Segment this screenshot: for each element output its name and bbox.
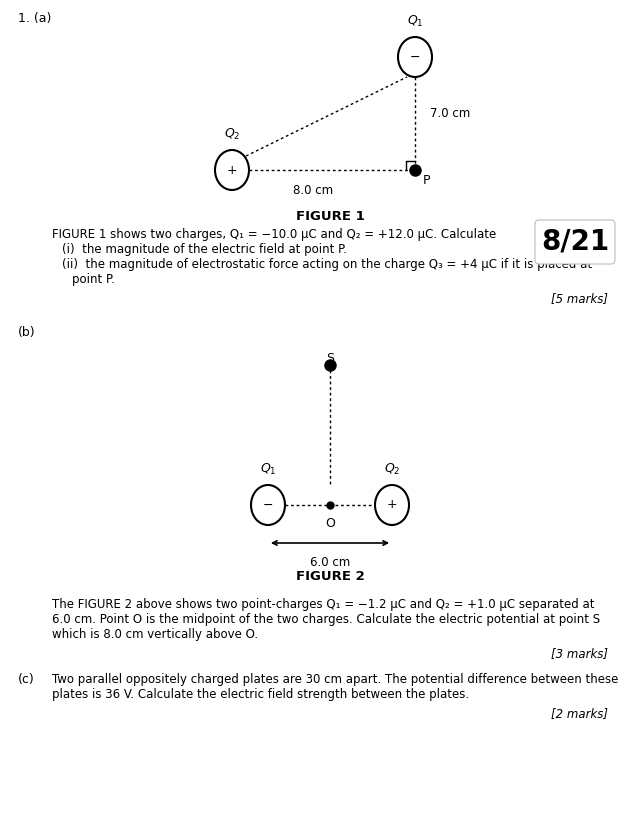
Text: plates is 36 V. Calculate the electric field strength between the plates.: plates is 36 V. Calculate the electric f… bbox=[52, 688, 469, 701]
Text: (b): (b) bbox=[18, 326, 36, 339]
Text: $Q_1$: $Q_1$ bbox=[260, 462, 276, 477]
Text: [3 marks]: [3 marks] bbox=[551, 647, 608, 660]
Text: The FIGURE 2 above shows two point-charges Q₁ = −1.2 μC and Q₂ = +1.0 μC separat: The FIGURE 2 above shows two point-charg… bbox=[52, 598, 594, 611]
Text: Two parallel oppositely charged plates are 30 cm apart. The potential difference: Two parallel oppositely charged plates a… bbox=[52, 673, 619, 686]
Text: 6.0 cm. Point O is the midpoint of the two charges. Calculate the electric poten: 6.0 cm. Point O is the midpoint of the t… bbox=[52, 613, 600, 626]
Text: 7.0 cm: 7.0 cm bbox=[430, 107, 470, 120]
Text: $Q_2$: $Q_2$ bbox=[224, 127, 240, 142]
Text: [2 marks]: [2 marks] bbox=[551, 707, 608, 720]
Text: [5 marks]: [5 marks] bbox=[551, 292, 608, 305]
Text: FIGURE 2: FIGURE 2 bbox=[296, 570, 364, 583]
Text: S: S bbox=[326, 352, 334, 365]
FancyBboxPatch shape bbox=[535, 220, 615, 264]
Text: −: − bbox=[410, 51, 420, 64]
Text: 6.0 cm: 6.0 cm bbox=[310, 556, 350, 569]
Text: (ii)  the magnitude of electrostatic force acting on the charge Q₃ = +4 μC if it: (ii) the magnitude of electrostatic forc… bbox=[62, 258, 592, 271]
Text: +: + bbox=[227, 164, 237, 177]
Text: +: + bbox=[387, 499, 397, 512]
Text: 1. (a): 1. (a) bbox=[18, 12, 51, 25]
Text: −: − bbox=[263, 499, 273, 512]
Text: $Q_2$: $Q_2$ bbox=[384, 462, 400, 477]
Text: FIGURE 1: FIGURE 1 bbox=[296, 210, 364, 223]
Text: point P.: point P. bbox=[72, 273, 115, 286]
Text: O: O bbox=[325, 517, 335, 530]
Text: $Q_1$: $Q_1$ bbox=[406, 14, 423, 29]
Text: P: P bbox=[423, 174, 431, 187]
Text: FIGURE 1 shows two charges, Q₁ = −10.0 μC and Q₂ = +12.0 μC. Calculate: FIGURE 1 shows two charges, Q₁ = −10.0 μ… bbox=[52, 228, 496, 241]
Text: (c): (c) bbox=[18, 673, 35, 686]
Text: 8.0 cm: 8.0 cm bbox=[294, 184, 333, 197]
Text: 8/21: 8/21 bbox=[541, 228, 609, 256]
Text: (i)  the magnitude of the electric field at point P.: (i) the magnitude of the electric field … bbox=[62, 243, 347, 256]
Text: which is 8.0 cm vertically above O.: which is 8.0 cm vertically above O. bbox=[52, 628, 258, 641]
